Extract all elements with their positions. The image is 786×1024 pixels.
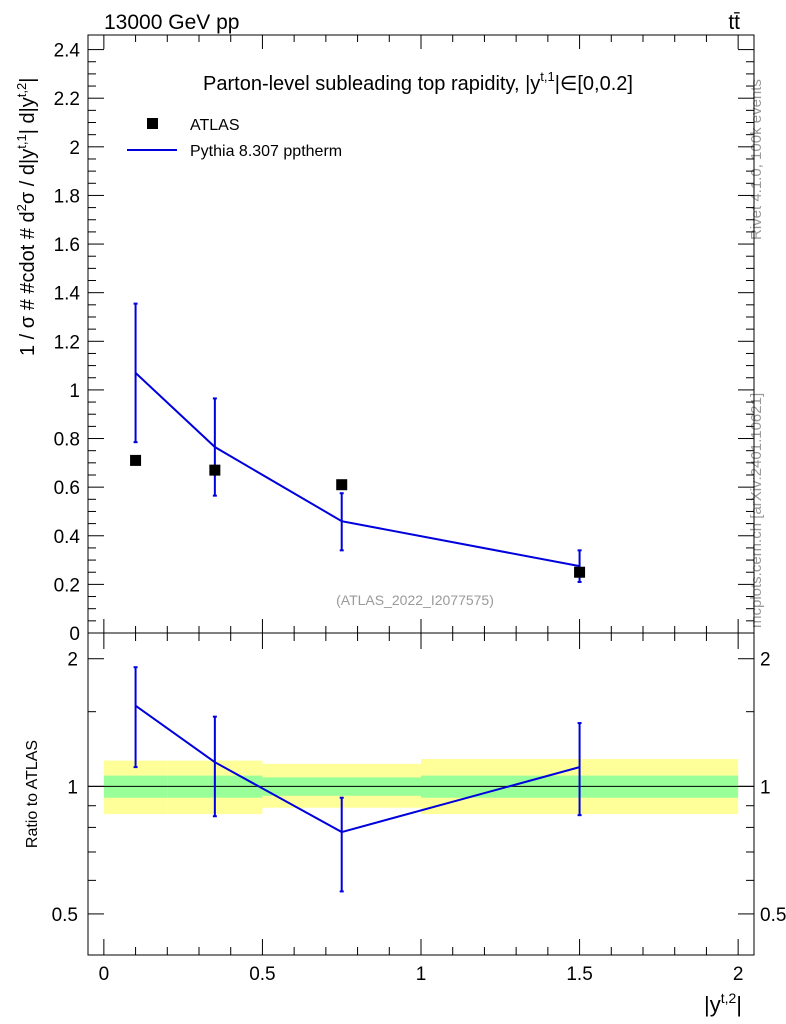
legend-label-pythia: Pythia 8.307 pptherm <box>190 143 342 160</box>
ratio-pythia-line <box>134 704 580 834</box>
main-frame <box>87 34 755 634</box>
main-ytick-label: 0.4 <box>54 527 81 548</box>
legend-label-atlas: ATLAS <box>190 117 240 134</box>
ratio-xtick-label: 0 <box>99 964 110 985</box>
ratio-ylabel: Ratio to ATLAS <box>24 740 41 848</box>
ratio-ytick-label-right: 1 <box>760 777 771 798</box>
ratio-ytick-label-right: 0.5 <box>760 905 786 926</box>
chart-title: Parton-level subleading top rapidity, |y… <box>203 69 633 95</box>
ratio-ytick-label: 2 <box>67 650 78 671</box>
main-ytick-label: 2.2 <box>54 89 80 110</box>
ratio-xtick-label: 1.5 <box>566 964 592 985</box>
ratio-xlabel: |yt,2| <box>704 990 742 1017</box>
atlas-point <box>574 566 586 578</box>
main-ytick-label: 1 <box>69 381 80 402</box>
ratio-ytick-label-right: 2 <box>760 650 771 671</box>
process-label: tt̄ <box>728 11 740 34</box>
main-ytick-label: 2 <box>69 138 80 159</box>
mcplots-label: mcplots.cern.ch [arXiv:2401.10621] <box>748 393 765 628</box>
main-ytick-label: 1.4 <box>54 284 81 305</box>
main-ytick-label: 0.8 <box>54 430 80 451</box>
ratio-xtick-label: 0.5 <box>249 964 275 985</box>
ratio-xtick-label: 2 <box>733 964 744 985</box>
main-ytick-label: 2.4 <box>54 41 81 62</box>
pythia-line <box>134 372 580 568</box>
main-ytick-label: 0 <box>69 624 80 645</box>
main-ylabel: 1 / σ # #cdot # d2σ / d|yt,1| d|yt,2| <box>14 78 39 356</box>
rivet-label: Rivet 4.1.0, 100k events <box>748 79 765 240</box>
atlas-point <box>209 464 221 476</box>
main-ytick-label: 1.8 <box>54 186 80 207</box>
main-panel: Parton-level subleading top rapidity, |y… <box>14 34 755 645</box>
ratio-ytick-label: 1 <box>67 777 78 798</box>
main-ytick-label: 0.2 <box>54 575 80 596</box>
energy-label: 13000 GeV pp <box>104 11 239 34</box>
analysis-watermark: (ATLAS_2022_I2077575) <box>336 592 494 608</box>
ratio-ytick-label: 0.5 <box>52 905 78 926</box>
legend-marker-atlas <box>147 118 158 129</box>
main-ytick-label: 1.2 <box>54 332 80 353</box>
main-ytick-label: 0.6 <box>54 478 80 499</box>
main-ytick-label: 1.6 <box>54 235 80 256</box>
atlas-point <box>336 479 348 491</box>
ratio-panel: 0.5 0.5 1 1 2 2 0 0.5 1 1.5 2 Ratio to ATLAS |yt,2… <box>24 632 786 1017</box>
ratio-frame <box>87 632 755 956</box>
atlas-point <box>130 454 142 466</box>
ratio-xtick-label: 1 <box>416 964 427 985</box>
